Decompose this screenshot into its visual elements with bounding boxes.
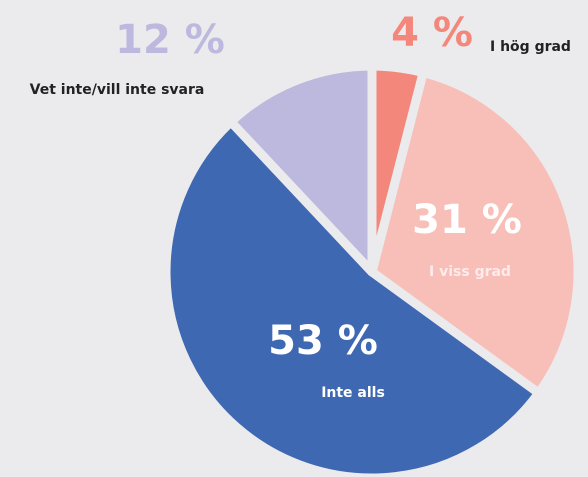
category-label: Inte alls (321, 385, 385, 401)
pie-slice (367, 67, 583, 398)
value-label: 4 % (391, 10, 473, 56)
value-label: 53 % (268, 318, 378, 364)
value-label: 12 % (115, 17, 225, 63)
category-label: I hög grad (490, 39, 571, 55)
category-label: Vet inte/vill inte svara (30, 82, 205, 98)
pie-slice (161, 117, 544, 477)
value-label: 31 % (412, 197, 522, 243)
pie-slice (226, 61, 377, 277)
category-label: I viss grad (429, 264, 511, 280)
